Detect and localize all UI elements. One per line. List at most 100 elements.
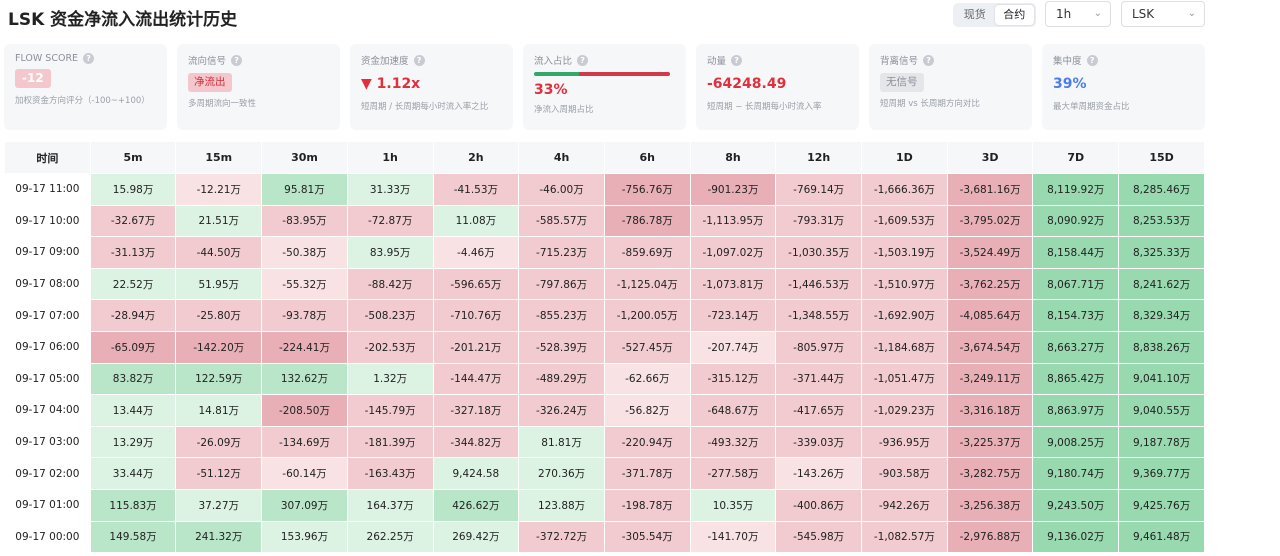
card-subtitle: 短周期 − 长周期每小时流入率 bbox=[707, 102, 822, 112]
page-title: LSK 资金净流入流出统计历史 bbox=[8, 10, 238, 30]
flow-cell: -710.76万 bbox=[433, 300, 519, 331]
flow-cell: 8,285.46万 bbox=[1119, 174, 1204, 205]
help-icon[interactable]: ? bbox=[1086, 54, 1098, 66]
flow-cell: -1,503.19万 bbox=[862, 237, 947, 268]
flow-cell: -855.23万 bbox=[519, 300, 604, 331]
help-icon[interactable]: ? bbox=[83, 53, 95, 64]
inflow-ratio-value: 33% bbox=[534, 82, 568, 98]
flow-cell: -1,609.53万 bbox=[862, 205, 947, 237]
flow-cell: -26.09万 bbox=[176, 426, 262, 458]
flow-cell: 153.96万 bbox=[262, 521, 347, 553]
flow-cell: -46.00万 bbox=[519, 174, 604, 205]
flow-cell: -25.80万 bbox=[176, 300, 262, 331]
column-header: 1h bbox=[347, 142, 433, 173]
flow-cell: 13.29万 bbox=[90, 426, 176, 458]
card-title: 流向信号 bbox=[188, 56, 227, 67]
flow-cell: -202.53万 bbox=[347, 331, 433, 363]
card-subtitle: 短周期 vs 长周期方向对比 bbox=[880, 99, 980, 109]
flow-cell: -181.39万 bbox=[347, 426, 433, 458]
flow-cell: -144.47万 bbox=[433, 363, 519, 395]
flow-cell: 8,119.92万 bbox=[1033, 174, 1119, 205]
flow-cell: 8,329.34万 bbox=[1119, 300, 1204, 331]
card-title: 资金加速度 bbox=[361, 56, 409, 67]
table-row: 09-17 07:00 -28.94万 -25.80万 -93.78万 -508.23万… bbox=[5, 300, 1204, 331]
interval-select[interactable]: 1h ⌄ bbox=[1045, 1, 1111, 27]
help-icon[interactable]: ? bbox=[413, 54, 425, 66]
flow-cell: 9,425.76万 bbox=[1119, 489, 1204, 521]
flow-cell: 8,241.62万 bbox=[1119, 268, 1204, 300]
flow-cell: -723.14万 bbox=[690, 300, 776, 331]
flow-cell: -224.41万 bbox=[262, 331, 347, 363]
flow-cell: 81.81万 bbox=[519, 426, 604, 458]
flow-cell: -793.31万 bbox=[776, 205, 862, 237]
flow-cell: -145.79万 bbox=[347, 395, 433, 426]
tab-spot[interactable]: 现货 bbox=[963, 8, 986, 21]
flow-cell: -339.03万 bbox=[776, 426, 862, 458]
flow-cell: 8,663.27万 bbox=[1033, 331, 1119, 363]
card-flow-signal: 流向信号? 净流出 多周期流向一致性 bbox=[177, 44, 340, 130]
flow-cell: -220.94万 bbox=[604, 426, 690, 458]
flow-cell: 8,067.71万 bbox=[1033, 268, 1119, 300]
flow-cell: -344.82万 bbox=[433, 426, 519, 458]
help-icon[interactable]: ? bbox=[923, 54, 935, 66]
flow-cell: -88.42万 bbox=[347, 268, 433, 300]
flow-cell: -936.95万 bbox=[862, 426, 947, 458]
flow-cell: 9,136.02万 bbox=[1033, 521, 1119, 553]
flow-cell: -1,097.02万 bbox=[690, 237, 776, 268]
flow-cell: 11.08万 bbox=[433, 205, 519, 237]
help-icon[interactable]: ? bbox=[231, 54, 243, 66]
flow-cell: -41.53万 bbox=[433, 174, 519, 205]
symbol-select[interactable]: LSK ⌄ bbox=[1121, 1, 1205, 27]
flow-cell: -786.78万 bbox=[604, 205, 690, 237]
flow-cell: 9,040.55万 bbox=[1119, 395, 1204, 426]
flow-cell: -163.43万 bbox=[347, 458, 433, 489]
interval-value: 1h bbox=[1056, 7, 1072, 21]
flow-cell: 31.33万 bbox=[347, 174, 433, 205]
card-flow-score: FLOW SCORE? -12 加权资金方向评分（-100~+100） bbox=[4, 44, 167, 130]
table-row: 09-17 04:00 13.44万 14.81万 -208.50万 -145.79万 -… bbox=[5, 395, 1204, 426]
flow-cell: -3,316.18万 bbox=[947, 395, 1033, 426]
row-time: 09-17 10:00 bbox=[5, 205, 90, 237]
flow-cell: 8,838.26万 bbox=[1119, 331, 1204, 363]
flow-cell: -1,113.95万 bbox=[690, 205, 776, 237]
flow-cell: 8,863.97万 bbox=[1033, 395, 1119, 426]
momentum-value: -64248.49 bbox=[707, 76, 787, 92]
flow-cell: 9,369.77万 bbox=[1119, 458, 1204, 489]
column-header: 1D bbox=[862, 142, 947, 173]
row-time: 09-17 01:00 bbox=[5, 489, 90, 521]
flow-cell: -50.38万 bbox=[262, 237, 347, 268]
row-time: 09-17 11:00 bbox=[5, 174, 90, 205]
flow-cell: -72.87万 bbox=[347, 205, 433, 237]
flow-cell: -3,681.16万 bbox=[947, 174, 1033, 205]
flow-cell: 9,187.78万 bbox=[1119, 426, 1204, 458]
flow-cell: -508.23万 bbox=[347, 300, 433, 331]
row-time: 09-17 05:00 bbox=[5, 363, 90, 395]
flow-cell: -1,082.57万 bbox=[862, 521, 947, 553]
flow-cell: 122.59万 bbox=[176, 363, 262, 395]
tab-futures[interactable]: 合约 bbox=[994, 5, 1034, 25]
flow-cell: -3,524.49万 bbox=[947, 237, 1033, 268]
flow-cell: -55.32万 bbox=[262, 268, 347, 300]
flow-cell: -31.13万 bbox=[90, 237, 176, 268]
help-icon[interactable]: ? bbox=[577, 54, 589, 66]
flow-cell: -51.12万 bbox=[176, 458, 262, 489]
card-subtitle: 短周期 / 长周期每小时流入率之比 bbox=[361, 102, 489, 112]
flow-cell: -201.21万 bbox=[433, 331, 519, 363]
flow-signal-badge: 净流出 bbox=[188, 73, 232, 92]
flow-cell: 9,461.48万 bbox=[1119, 521, 1204, 553]
flow-cell: -44.50万 bbox=[176, 237, 262, 268]
flow-cell: -305.54万 bbox=[604, 521, 690, 553]
flow-cell: -134.69万 bbox=[262, 426, 347, 458]
flow-cell: -3,225.37万 bbox=[947, 426, 1033, 458]
flow-cell: 269.42万 bbox=[433, 521, 519, 553]
row-time: 09-17 00:00 bbox=[5, 521, 90, 553]
column-header: 7D bbox=[1033, 142, 1119, 173]
flow-cell: 270.36万 bbox=[519, 458, 604, 489]
flow-cell: 9,243.50万 bbox=[1033, 489, 1119, 521]
help-icon[interactable]: ? bbox=[731, 54, 743, 66]
concentration-value: 39% bbox=[1053, 76, 1087, 92]
acceleration-value: ▼ 1.12x bbox=[361, 76, 421, 92]
flow-cell: 1.32万 bbox=[347, 363, 433, 395]
card-concentration: 集中度? 39% 最大单周期资金占比 bbox=[1042, 44, 1205, 130]
flow-cell: 149.58万 bbox=[90, 521, 176, 553]
